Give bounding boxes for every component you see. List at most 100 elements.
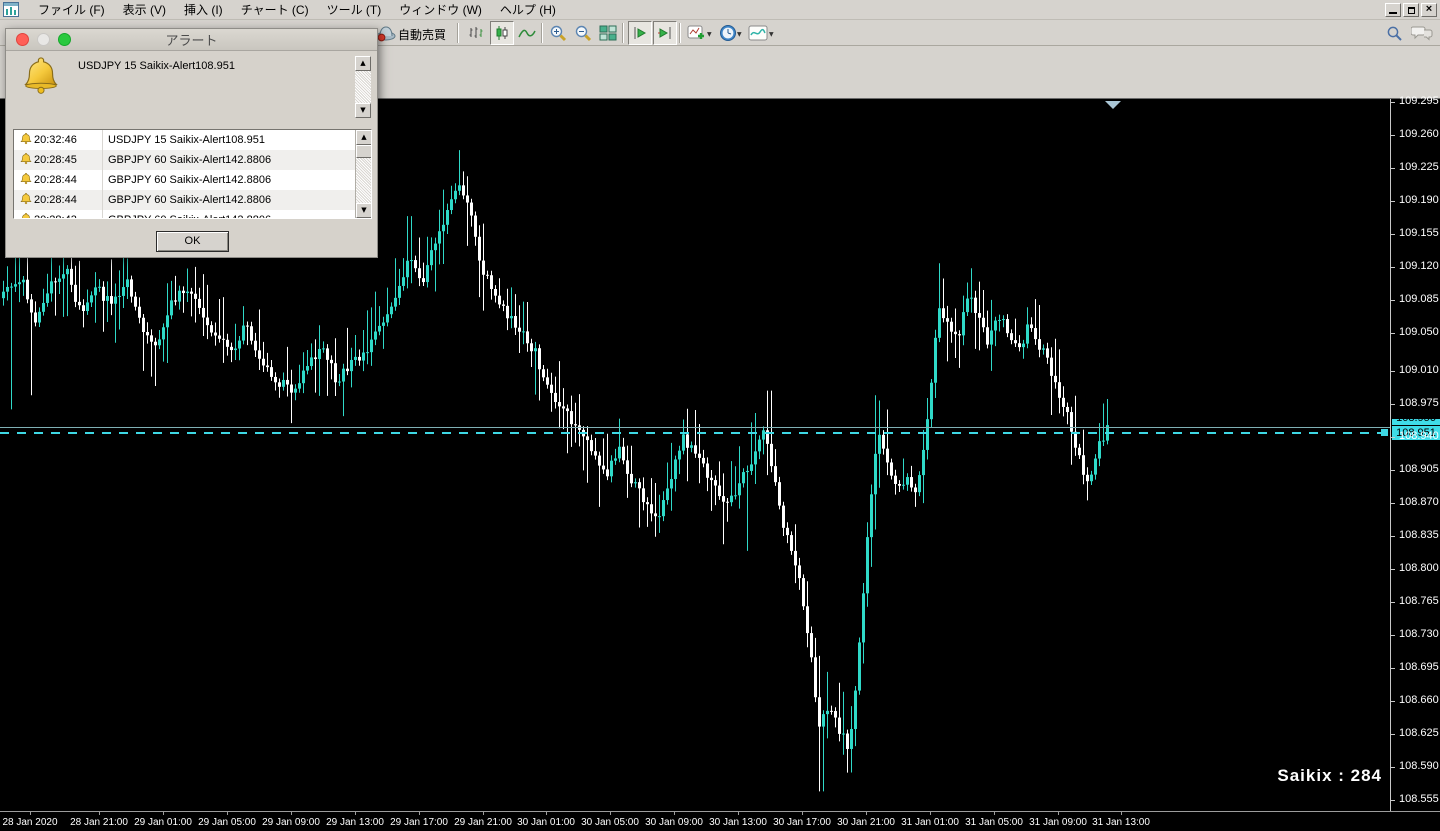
price-axis-label: 109.010 xyxy=(1399,364,1439,376)
time-axis-tick xyxy=(163,812,164,815)
restore-button[interactable] xyxy=(1403,2,1419,17)
scroll-down-icon[interactable]: ▼ xyxy=(356,203,371,218)
current-price-dashed-line[interactable] xyxy=(0,432,1390,434)
price-axis-tick xyxy=(1391,404,1395,405)
bell-icon xyxy=(20,172,34,188)
alert-text: GBPJPY 60 Saikix-Alert142.8806 xyxy=(108,214,271,218)
time-axis-tick xyxy=(610,812,611,815)
templates-dropdown-caret[interactable]: ▼ xyxy=(769,31,774,38)
auto-scroll-icon[interactable] xyxy=(628,21,652,45)
price-axis-tick xyxy=(1391,300,1395,301)
search-icon[interactable] xyxy=(1382,21,1406,45)
time-axis-tick xyxy=(738,812,739,815)
time-axis-label: 29 Jan 05:00 xyxy=(198,817,256,828)
zoom-in-icon[interactable] xyxy=(546,21,570,45)
time-axis-label: 30 Jan 09:00 xyxy=(645,817,703,828)
alert-row[interactable]: 20:28:45 GBPJPY 60 Saikix-Alert142.8806 xyxy=(14,150,371,170)
scroll-up-icon[interactable]: ▲ xyxy=(356,130,371,145)
indicators-icon[interactable] xyxy=(685,21,709,45)
templates-icon[interactable] xyxy=(746,21,770,45)
dialog-zoom-icon[interactable] xyxy=(58,33,71,46)
alert-text: USDJPY 15 Saikix-Alert108.951 xyxy=(108,134,265,146)
price-axis-tick xyxy=(1391,767,1395,768)
alert-line-endpoint-marker xyxy=(1381,429,1388,436)
time-axis[interactable]: 28 Jan 2020 28 Jan 21:00 29 Jan 01:00 29 Ja… xyxy=(0,811,1440,831)
alert-time: 20:28:43 xyxy=(34,214,96,218)
message-scrollbar[interactable]: ▲ ▼ xyxy=(355,56,371,118)
price-axis-tick xyxy=(1391,635,1395,636)
alert-history-list[interactable]: 20:32:46 USDJPY 15 Saikix-Alert108.951 2… xyxy=(13,129,372,219)
list-scrollbar[interactable]: ▲ ▼ xyxy=(355,130,371,218)
alert-text: GBPJPY 60 Saikix-Alert142.8806 xyxy=(108,154,272,166)
dialog-minimize-icon[interactable] xyxy=(37,33,50,46)
scroll-up-icon[interactable]: ▲ xyxy=(355,56,371,71)
menu-tools[interactable]: ツール (T) xyxy=(326,3,382,17)
price-axis-tick xyxy=(1391,470,1395,471)
chart-shift-marker-icon[interactable] xyxy=(1105,101,1121,109)
menu-file[interactable]: ファイル (F) xyxy=(38,3,105,17)
autotrading-icon[interactable] xyxy=(374,21,398,45)
chart-plot[interactable]: Saikix : 284 xyxy=(0,99,1390,811)
price-axis-label: 108.800 xyxy=(1399,562,1439,574)
time-axis-label: 31 Jan 05:00 xyxy=(965,817,1023,828)
alert-row[interactable]: 20:28:43 GBPJPY 60 Saikix-Alert142.8806 xyxy=(14,210,371,218)
timeframes-dropdown-caret[interactable]: ▼ xyxy=(737,31,742,38)
close-button[interactable]: × xyxy=(1421,2,1437,17)
candlestick-chart-icon[interactable] xyxy=(490,21,514,45)
price-axis-label: 108.940 xyxy=(1399,430,1439,442)
dialog-close-icon[interactable] xyxy=(16,33,29,46)
scrollbar-thumb[interactable] xyxy=(356,145,371,158)
alert-row[interactable]: 20:28:44 GBPJPY 60 Saikix-Alert142.8806 xyxy=(14,170,371,190)
scroll-down-icon[interactable]: ▼ xyxy=(355,103,371,118)
time-axis-tick xyxy=(483,812,484,815)
tile-windows-icon[interactable] xyxy=(596,21,620,45)
bar-chart-icon[interactable] xyxy=(464,21,488,45)
time-axis-tick xyxy=(355,812,356,815)
zoom-out-icon[interactable] xyxy=(571,21,595,45)
ok-button[interactable]: OK xyxy=(156,231,229,252)
alert-text: GBPJPY 60 Saikix-Alert142.8806 xyxy=(108,174,272,186)
time-axis-label: 29 Jan 21:00 xyxy=(454,817,512,828)
price-axis-label: 108.590 xyxy=(1399,760,1439,772)
price-axis-label: 108.625 xyxy=(1399,727,1439,739)
menu-view[interactable]: 表示 (V) xyxy=(122,3,167,17)
timeframes-icon[interactable] xyxy=(716,21,740,45)
time-axis-label: 30 Jan 05:00 xyxy=(581,817,639,828)
price-axis-tick xyxy=(1391,701,1395,702)
chart-shift-icon[interactable] xyxy=(653,21,677,45)
price-axis-tick xyxy=(1391,102,1395,103)
menu-help[interactable]: ヘルプ (H) xyxy=(499,3,556,17)
price-axis-label: 108.870 xyxy=(1399,496,1439,508)
alert-dialog-titlebar[interactable]: アラート xyxy=(6,29,377,51)
alert-row[interactable]: 20:28:44 GBPJPY 60 Saikix-Alert142.8806 xyxy=(14,190,371,210)
price-axis-label: 109.190 xyxy=(1399,194,1439,206)
list-column-divider xyxy=(102,130,103,218)
price-axis-label: 109.225 xyxy=(1399,161,1439,173)
time-axis-tick xyxy=(994,812,995,815)
price-axis-tick xyxy=(1391,371,1395,372)
menu-chart[interactable]: チャート (C) xyxy=(240,3,309,17)
time-axis-tick xyxy=(227,812,228,815)
menu-insert[interactable]: 挿入 (I) xyxy=(184,3,223,17)
time-axis-tick xyxy=(802,812,803,815)
dialog-title: アラート xyxy=(165,33,218,48)
time-axis-tick xyxy=(291,812,292,815)
alert-message: USDJPY 15 Saikix-Alert108.951 xyxy=(78,60,235,72)
time-axis-label: 28 Jan 2020 xyxy=(2,817,58,828)
time-axis-tick xyxy=(930,812,931,815)
menu-window[interactable]: ウィンドウ (W) xyxy=(399,3,482,17)
chat-icon[interactable] xyxy=(1410,21,1434,45)
price-axis-tick xyxy=(1391,668,1395,669)
autotrading-button[interactable]: 自動売買 xyxy=(398,28,447,42)
time-axis-label: 30 Jan 01:00 xyxy=(517,817,575,828)
time-axis-tick xyxy=(419,812,420,815)
price-axis-label: 108.660 xyxy=(1399,694,1439,706)
indicators-dropdown-caret[interactable]: ▼ xyxy=(707,31,712,38)
line-chart-icon[interactable] xyxy=(515,21,539,45)
alert-row[interactable]: 20:32:46 USDJPY 15 Saikix-Alert108.951 xyxy=(14,130,371,150)
alert-level-line[interactable] xyxy=(0,427,1390,428)
minimize-button[interactable] xyxy=(1385,2,1401,17)
price-axis-label: 108.730 xyxy=(1399,628,1439,640)
toolbar-separator xyxy=(457,23,459,43)
price-axis[interactable]: 108.956 108.951 109.295 109.260 109.225 109… xyxy=(1390,95,1440,811)
